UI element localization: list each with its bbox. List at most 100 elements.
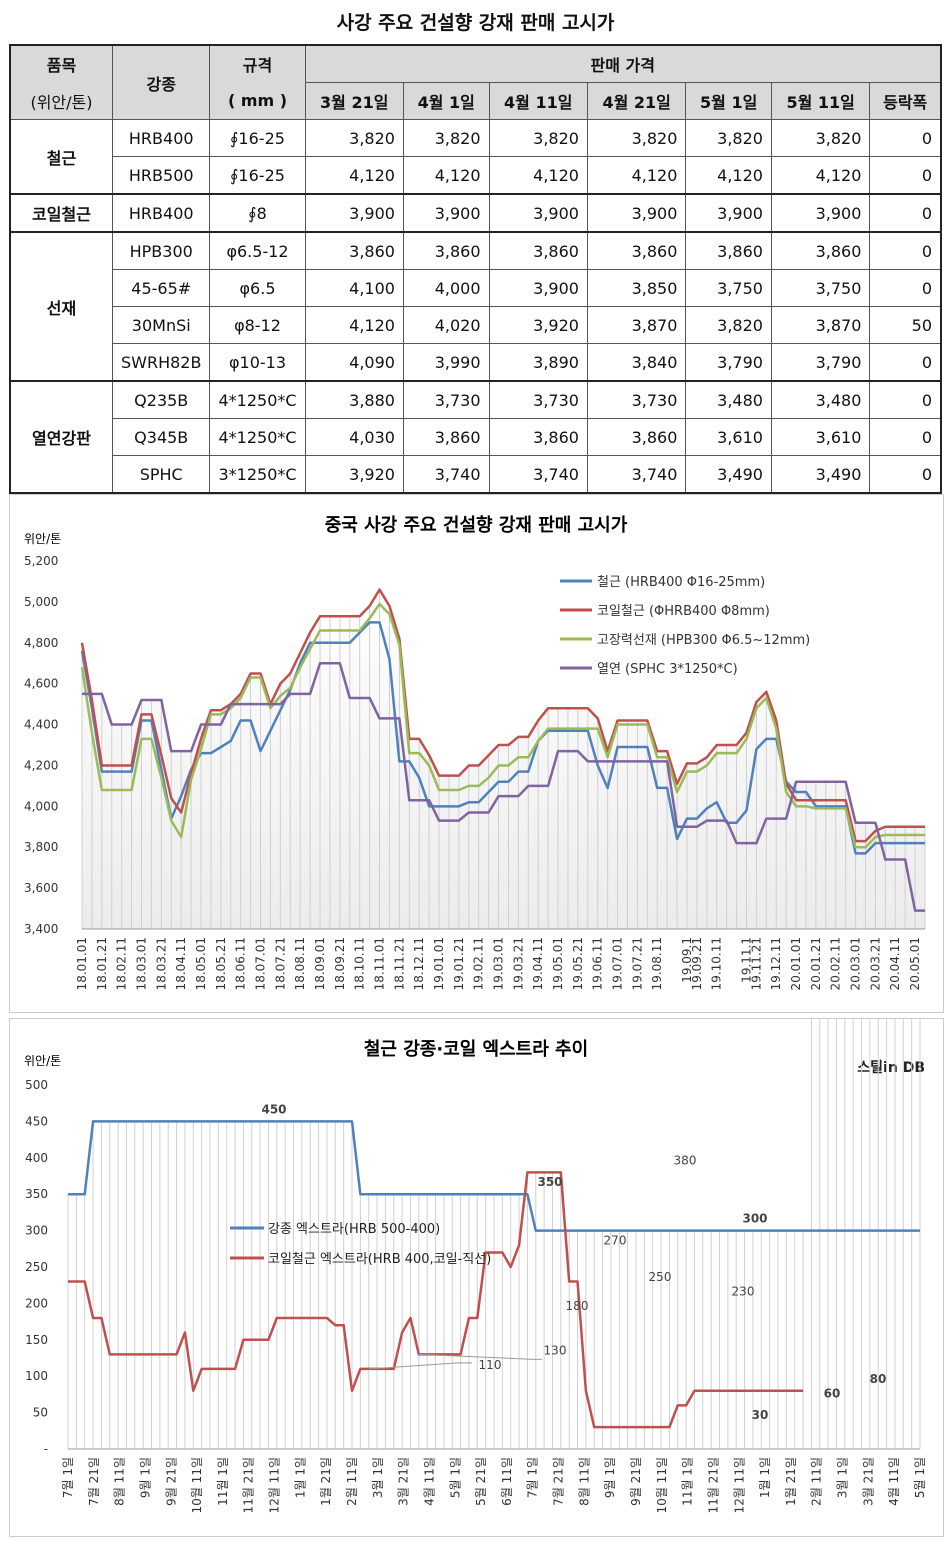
price-cell: 4,030 — [304, 418, 404, 456]
header-grade: 강종 — [111, 44, 211, 120]
price-cell: 3,900 — [304, 193, 404, 233]
x-tick-label: 7월 1일 — [61, 1457, 75, 1498]
grade-cell: Q345B — [111, 418, 211, 456]
category-cell: 코일철근 — [9, 193, 113, 233]
x-tick-label: 2월 11일 — [345, 1457, 359, 1506]
brand-logo: 스틸in DB — [857, 1060, 925, 1076]
price-cell: 3,610 — [770, 418, 871, 456]
chart-price-trend: 중국 사강 주요 건설향 강재 판매 고시가 위안/톤 5,200 5,000 4,80… — [9, 494, 944, 1013]
spec-cell: φ6.5 — [209, 269, 306, 307]
x-tick-label: 19.02.11 — [472, 937, 486, 990]
price-cell: 3,790 — [685, 343, 772, 382]
y-tick-label: - — [44, 1442, 48, 1456]
x-tick-label: 19.09.21 — [690, 937, 704, 990]
x-tick-label: 10월 11일 — [655, 1457, 669, 1513]
x-tick-label: 19.09.1 — [680, 937, 694, 983]
series-line-1 — [68, 1171, 804, 1429]
table-row: 열연강판 Q235B 4*1250*C 3,880 3,730 3,730 3,730 3,4… — [9, 380, 942, 494]
chart-extra-trend: 철근 강종·코일 엑스트라 추이 위안/톤 스틸in DB 500 450 400 350 3… — [9, 1018, 944, 1537]
x-tick-label: 3월 1일 — [836, 1457, 850, 1498]
x-tick-label: 2월 11일 — [810, 1457, 824, 1506]
table-title: 사강 주요 건설향 강재 판매 고시가 — [336, 12, 615, 34]
x-tick-label: 7월 21일 — [87, 1457, 101, 1506]
x-tick-label: 20.02.11 — [829, 937, 843, 990]
x-tick-label: 18.07.01 — [254, 937, 268, 990]
y-tick-label: 150 — [25, 1333, 48, 1347]
spec-cell: φ6.5-12 — [209, 231, 306, 270]
table-row: 선재 HPB300 φ6.5-12 3,860 3,860 3,860 3,860 3,860… — [9, 231, 942, 382]
price-cell: 3,870 — [586, 306, 687, 344]
price-cell: 3,900 — [488, 269, 588, 307]
header-date: 4월 1일 — [402, 82, 490, 120]
x-tick-label: 18.11.01 — [373, 937, 387, 990]
header-price-group: 판매 가격 — [304, 44, 942, 83]
grade-cell: SPHC — [111, 455, 211, 494]
data-label: 450 — [261, 1102, 286, 1116]
y-tick-label: 500 — [25, 1078, 48, 1092]
x-tick-label: 20.03.01 — [849, 937, 863, 990]
x-tick-label: 7월 21일 — [552, 1457, 566, 1506]
price-cell: 4,020 — [402, 306, 490, 344]
change-cell: 0 — [869, 380, 942, 419]
price-cell: 4,120 — [586, 156, 687, 195]
data-label: 110 — [479, 1358, 502, 1372]
y-axis-unit: 위안/톤 — [24, 532, 61, 546]
price-cell: 3,740 — [488, 455, 588, 494]
x-tick-label: 19.11.1 — [739, 937, 753, 983]
x-tick-label: 5월 21일 — [474, 1457, 488, 1506]
grade-cell: 30MnSi — [111, 306, 211, 344]
x-tick-label: 11월 21일 — [706, 1457, 720, 1513]
price-cell: 3,920 — [488, 306, 588, 344]
y-tick-label: 4,200 — [24, 758, 58, 772]
data-label: 230 — [732, 1285, 755, 1299]
x-tick-label: 18.03.01 — [135, 937, 149, 990]
x-tick-label: 19.07.01 — [611, 937, 625, 990]
spec-cell: φ10-13 — [209, 343, 306, 382]
table-row: SWRH82B φ10-13 4,090 3,990 3,890 3,840 3,790 3,… — [10, 343, 942, 382]
category-cell: 철근 — [9, 119, 113, 195]
data-label: 30 — [752, 1408, 769, 1422]
x-tick-label: 8월 11일 — [113, 1457, 127, 1506]
y-tick-label: 3,600 — [24, 881, 58, 895]
chart-title: 철근 강종·코일 엑스트라 추이 — [364, 1039, 588, 1060]
x-tick-label: 9월 1일 — [138, 1457, 152, 1498]
price-cell: 3,990 — [402, 343, 490, 382]
x-tick-label: 6월 11일 — [500, 1457, 514, 1506]
price-cell: 3,740 — [586, 455, 687, 494]
data-label: 300 — [742, 1212, 767, 1226]
price-cell: 3,730 — [402, 380, 490, 419]
x-tick-label: 19.05.21 — [571, 937, 585, 990]
spec-cell: 4*1250*C — [209, 380, 306, 419]
header-date: 5월 1일 — [685, 82, 772, 120]
header-date: 4월 21일 — [586, 82, 687, 120]
price-cell: 3,820 — [586, 119, 687, 157]
price-cell: 4,120 — [304, 156, 404, 195]
table-row: 철근 HRB400 ∮16-25 3,820 3,820 3,820 3,820 3,820 3… — [9, 119, 942, 195]
grade-cell: HRB500 — [111, 156, 211, 195]
legend-label: 열연 (SPHC 3*1250*C) — [597, 662, 738, 677]
price-cell: 3,480 — [770, 380, 871, 419]
price-cell: 3,860 — [304, 231, 404, 270]
spec-cell: ∮16-25 — [209, 119, 306, 157]
price-cell: 3,890 — [488, 343, 588, 382]
price-cell: 3,740 — [402, 455, 490, 494]
data-label: 250 — [649, 1270, 672, 1284]
spec-cell: ∮16-25 — [209, 156, 306, 195]
legend-label: 고장력선재 (HPB300 Φ6.5~12mm) — [597, 633, 810, 648]
change-cell: 0 — [869, 455, 942, 494]
change-cell: 0 — [869, 193, 942, 233]
grade-cell: HRB400 — [111, 193, 211, 233]
x-tick-label: 18.02.11 — [115, 937, 129, 990]
x-tick-label: 19.08.11 — [650, 937, 664, 990]
x-tick-label: 1월 1일 — [293, 1457, 307, 1498]
price-cell: 4,000 — [402, 269, 490, 307]
change-cell: 0 — [869, 231, 942, 270]
legend-label: 코일철근 엑스트라(HRB 400,코일-직선) — [268, 1252, 491, 1267]
legend-label: 강종 엑스트라(HRB 500-400) — [268, 1222, 440, 1237]
spec-cell: 3*1250*C — [209, 455, 306, 494]
x-tick-label: 18.11.21 — [392, 937, 406, 990]
header-date: 3월 21일 — [304, 82, 404, 120]
grade-cell: 45-65# — [111, 269, 211, 307]
x-tick-label: 19.01.21 — [452, 937, 466, 990]
